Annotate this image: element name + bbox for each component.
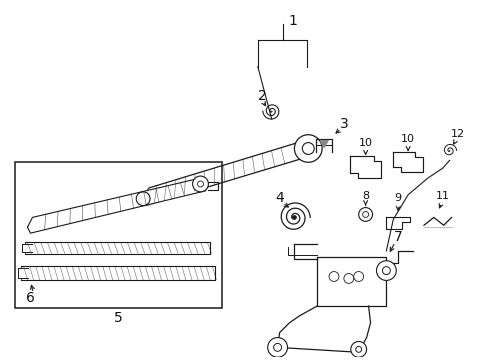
Text: 4: 4 [275,191,284,205]
Bar [15,162,222,308]
Polygon shape [387,217,410,229]
Text: 5: 5 [114,311,123,325]
Polygon shape [141,141,315,206]
Text: 1: 1 [288,14,297,27]
Text: 12: 12 [450,129,465,139]
Circle shape [329,271,339,282]
Text: 3: 3 [340,117,348,131]
Text: 6: 6 [26,291,35,305]
Polygon shape [18,267,28,278]
Circle shape [382,267,391,275]
Polygon shape [350,156,381,178]
Circle shape [351,342,367,357]
Polygon shape [320,141,328,148]
Circle shape [268,338,288,357]
Text: 10: 10 [359,138,372,148]
Polygon shape [317,257,387,306]
Text: 10: 10 [401,134,415,144]
Polygon shape [27,178,208,233]
Polygon shape [22,244,32,252]
Circle shape [363,212,368,217]
Circle shape [359,208,372,221]
Circle shape [344,274,354,283]
Circle shape [294,135,322,162]
Polygon shape [393,152,423,172]
Text: 9: 9 [394,193,402,203]
Circle shape [197,181,203,187]
Circle shape [193,176,208,192]
Circle shape [274,343,282,351]
Text: 7: 7 [394,230,403,244]
Circle shape [354,271,364,282]
Circle shape [302,143,314,154]
Text: 2: 2 [258,89,267,103]
Circle shape [293,215,296,219]
Circle shape [136,192,150,206]
Circle shape [356,346,362,352]
Polygon shape [24,242,210,254]
Polygon shape [21,266,215,280]
Circle shape [376,261,396,280]
Text: 11: 11 [436,191,450,201]
Text: 8: 8 [362,191,369,201]
